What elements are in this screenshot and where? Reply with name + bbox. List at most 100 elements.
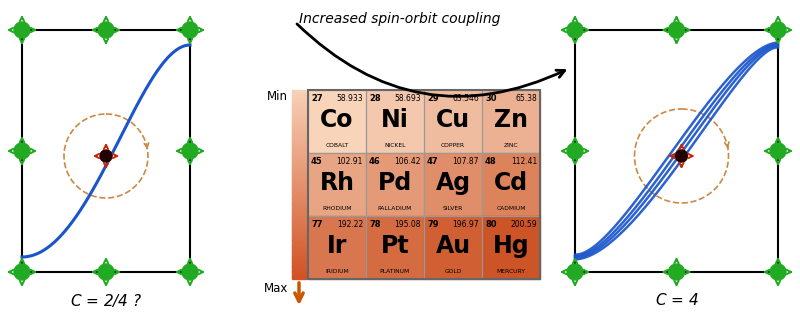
Text: Ir: Ir	[327, 234, 347, 258]
Bar	[292, 162, 306, 164]
Bar	[292, 135, 306, 137]
Bar	[292, 208, 306, 210]
Bar	[292, 120, 306, 122]
Circle shape	[100, 150, 112, 162]
Bar	[292, 239, 306, 241]
Text: 47: 47	[427, 157, 438, 166]
Bar	[292, 245, 306, 247]
Bar	[292, 200, 306, 202]
Text: 196.97: 196.97	[452, 220, 479, 229]
Bar	[292, 269, 306, 271]
Bar	[292, 181, 306, 183]
Bar	[292, 92, 306, 93]
Circle shape	[14, 22, 30, 38]
Bar	[292, 165, 306, 167]
Bar	[292, 148, 306, 150]
Bar	[292, 222, 306, 224]
Bar	[292, 240, 306, 242]
Bar	[292, 237, 306, 239]
Circle shape	[98, 22, 114, 38]
Text: 58.693: 58.693	[394, 94, 421, 103]
Bar	[292, 171, 306, 174]
Text: Ag: Ag	[435, 171, 470, 195]
Bar	[292, 267, 306, 269]
Bar	[292, 176, 306, 178]
Bar	[292, 218, 306, 221]
Bar	[308, 216, 366, 279]
Bar	[482, 153, 540, 216]
Text: NICKEL: NICKEL	[384, 143, 406, 148]
Text: Min: Min	[267, 90, 288, 103]
Bar	[292, 140, 306, 142]
Bar	[292, 157, 306, 159]
Bar	[292, 250, 306, 252]
Bar	[424, 216, 482, 279]
Bar	[292, 131, 306, 133]
Bar	[292, 211, 306, 213]
Bar	[292, 231, 306, 233]
Text: Zn: Zn	[494, 108, 528, 132]
Text: Co: Co	[320, 108, 354, 132]
Text: COPPER: COPPER	[441, 143, 465, 148]
Bar	[292, 167, 306, 169]
Circle shape	[567, 22, 583, 38]
Bar	[292, 123, 306, 125]
Circle shape	[182, 264, 198, 280]
Bar	[292, 173, 306, 175]
Bar	[366, 90, 424, 153]
Bar	[292, 118, 306, 120]
Bar	[482, 90, 540, 153]
Bar	[292, 229, 306, 232]
Bar	[292, 134, 306, 136]
Bar	[292, 112, 306, 114]
Text: GOLD: GOLD	[444, 269, 462, 274]
Text: 80: 80	[485, 220, 497, 229]
Circle shape	[669, 264, 685, 280]
Bar	[292, 220, 306, 222]
Text: 58.933: 58.933	[336, 94, 363, 103]
Text: $C$ = 4: $C$ = 4	[654, 292, 698, 308]
Bar	[292, 262, 306, 264]
Text: 29: 29	[427, 94, 438, 103]
Bar	[292, 145, 306, 147]
Bar	[292, 261, 306, 263]
Text: PLATINUM: PLATINUM	[380, 269, 410, 274]
Bar	[292, 132, 306, 135]
Bar	[292, 192, 306, 194]
Circle shape	[675, 150, 687, 162]
Bar	[366, 153, 424, 216]
Bar	[292, 100, 306, 101]
Bar	[292, 128, 306, 130]
Bar	[292, 254, 306, 257]
Bar	[366, 216, 424, 279]
Bar	[424, 153, 482, 216]
Bar	[292, 248, 306, 250]
Bar	[292, 90, 306, 92]
Bar	[292, 124, 306, 127]
Bar	[292, 161, 306, 162]
Text: COBALT: COBALT	[326, 143, 349, 148]
Text: Max: Max	[264, 282, 288, 295]
Bar	[292, 203, 306, 205]
Bar	[292, 156, 306, 158]
Bar	[292, 276, 306, 279]
Bar	[292, 217, 306, 219]
Text: 192.22: 192.22	[337, 220, 363, 229]
Text: 77: 77	[311, 220, 322, 229]
Text: 45: 45	[311, 157, 322, 166]
Bar	[292, 164, 306, 166]
Bar	[292, 96, 306, 98]
Bar	[424, 153, 482, 216]
Text: 79: 79	[427, 220, 438, 229]
Bar	[292, 247, 306, 249]
Text: Au: Au	[435, 234, 470, 258]
Bar	[292, 258, 306, 260]
Bar	[292, 206, 306, 208]
Bar	[292, 253, 306, 255]
Text: MERCURY: MERCURY	[497, 269, 526, 274]
Circle shape	[567, 264, 583, 280]
Text: PALLADIUM: PALLADIUM	[378, 206, 412, 211]
Bar	[292, 186, 306, 188]
Text: Rh: Rh	[319, 171, 354, 195]
Bar	[292, 259, 306, 261]
